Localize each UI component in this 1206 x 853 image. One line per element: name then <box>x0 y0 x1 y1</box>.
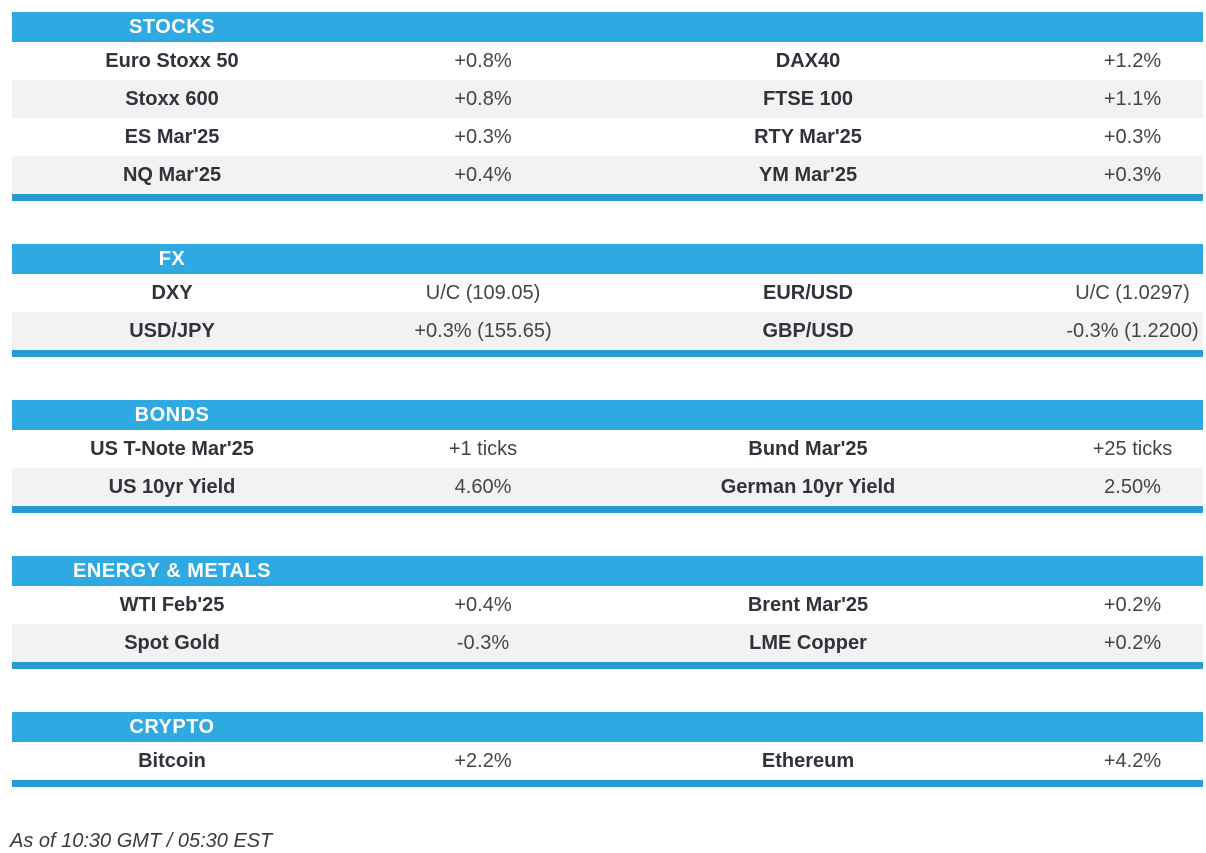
section-header-bar: ENERGY & METALS <box>12 556 1203 586</box>
instrument-change: +2.2% <box>454 749 512 772</box>
timestamp-note: As of 10:30 GMT / 05:30 EST <box>10 830 273 852</box>
section-rows: Euro Stoxx 50 +0.8% DAX40 +1.2% Stoxx 60… <box>12 42 1203 194</box>
section-title: CRYPTO <box>129 715 215 738</box>
instrument-change: +0.3% <box>1103 125 1162 148</box>
instrument-change: +1 ticks <box>448 437 518 460</box>
instrument-name: Brent Mar'25 <box>747 593 869 616</box>
section-divider <box>12 350 1203 357</box>
instrument-name: German 10yr Yield <box>720 475 896 498</box>
instrument-name: Ethereum <box>761 749 855 772</box>
section-title: BONDS <box>134 403 210 426</box>
instrument-name: Euro Stoxx 50 <box>105 49 239 72</box>
instrument-name: ES Mar'25 <box>124 125 220 148</box>
instrument-change: +0.3% (155.65) <box>414 319 552 342</box>
sections-container: STOCKS Euro Stoxx 50 +0.8% DAX40 +1.2% S… <box>12 12 1203 787</box>
section-rows: WTI Feb'25 +0.4% Brent Mar'25 +0.2% Spot… <box>12 586 1203 662</box>
table-row: Stoxx 600 +0.8% FTSE 100 +1.1% <box>12 80 1203 118</box>
instrument-change: +0.2% <box>1103 631 1162 654</box>
section-header-bar: BONDS <box>12 400 1203 430</box>
market-section: STOCKS Euro Stoxx 50 +0.8% DAX40 +1.2% S… <box>12 12 1203 201</box>
section-rows: US T-Note Mar'25 +1 ticks Bund Mar'25 +2… <box>12 430 1203 506</box>
instrument-change: -0.3% (1.2200) <box>1066 319 1199 342</box>
table-row: Spot Gold -0.3% LME Copper +0.2% <box>12 624 1203 662</box>
instrument-change: +0.8% <box>454 49 512 72</box>
instrument-name: Stoxx 600 <box>125 87 219 110</box>
instrument-change: +1.1% <box>1103 87 1162 110</box>
table-row: ES Mar'25 +0.3% RTY Mar'25 +0.3% <box>12 118 1203 156</box>
market-wrap-table: STOCKS Euro Stoxx 50 +0.8% DAX40 +1.2% S… <box>10 12 1203 853</box>
market-section: CRYPTO Bitcoin +2.2% Ethereum +4.2% <box>12 712 1203 787</box>
instrument-name: USD/JPY <box>129 319 215 342</box>
section-header-bar: FX <box>12 244 1203 274</box>
table-row: US 10yr Yield 4.60% German 10yr Yield 2.… <box>12 468 1203 506</box>
section-header-bar: CRYPTO <box>12 712 1203 742</box>
section-divider <box>12 194 1203 201</box>
section-divider <box>12 506 1203 513</box>
table-row: WTI Feb'25 +0.4% Brent Mar'25 +0.2% <box>12 586 1203 624</box>
section-rows: Bitcoin +2.2% Ethereum +4.2% <box>12 742 1203 780</box>
instrument-name: WTI Feb'25 <box>119 593 225 616</box>
instrument-change: U/C (1.0297) <box>1075 281 1190 304</box>
instrument-name: GBP/USD <box>762 319 854 342</box>
instrument-change: -0.3% <box>456 631 510 654</box>
instrument-change: +0.2% <box>1103 593 1162 616</box>
table-row: USD/JPY +0.3% (155.65) GBP/USD -0.3% (1.… <box>12 312 1203 350</box>
section-rows: DXY U/C (109.05) EUR/USD U/C (1.0297) US… <box>12 274 1203 350</box>
table-row: US T-Note Mar'25 +1 ticks Bund Mar'25 +2… <box>12 430 1203 468</box>
instrument-change: +0.3% <box>1103 163 1162 186</box>
instrument-change: U/C (109.05) <box>425 281 541 304</box>
instrument-name: Bund Mar'25 <box>748 437 868 460</box>
instrument-name: FTSE 100 <box>762 87 854 110</box>
instrument-name: LME Copper <box>749 631 867 654</box>
instrument-name: YM Mar'25 <box>758 163 858 186</box>
instrument-name: US T-Note Mar'25 <box>90 437 254 460</box>
instrument-change: +4.2% <box>1103 749 1162 772</box>
section-title: STOCKS <box>129 15 215 38</box>
instrument-name: Spot Gold <box>124 631 220 654</box>
section-title: FX <box>158 247 186 270</box>
instrument-change: +0.3% <box>454 125 512 148</box>
section-divider <box>12 662 1203 669</box>
instrument-name: NQ Mar'25 <box>122 163 222 186</box>
market-section: BONDS US T-Note Mar'25 +1 ticks Bund Mar… <box>12 400 1203 513</box>
instrument-change: 2.50% <box>1104 475 1161 498</box>
table-row: NQ Mar'25 +0.4% YM Mar'25 +0.3% <box>12 156 1203 194</box>
section-divider <box>12 780 1203 787</box>
table-row: DXY U/C (109.05) EUR/USD U/C (1.0297) <box>12 274 1203 312</box>
section-title: ENERGY & METALS <box>73 559 271 582</box>
market-section: ENERGY & METALS WTI Feb'25 +0.4% Brent M… <box>12 556 1203 669</box>
instrument-change: +1.2% <box>1103 49 1162 72</box>
table-row: Euro Stoxx 50 +0.8% DAX40 +1.2% <box>12 42 1203 80</box>
instrument-name: EUR/USD <box>762 281 853 304</box>
instrument-name: DAX40 <box>775 49 841 72</box>
table-row: Bitcoin +2.2% Ethereum +4.2% <box>12 742 1203 780</box>
instrument-change: 4.60% <box>454 475 512 498</box>
section-header-bar: STOCKS <box>12 12 1203 42</box>
market-section: FX DXY U/C (109.05) EUR/USD U/C (1.0297)… <box>12 244 1203 357</box>
instrument-name: DXY <box>151 281 193 304</box>
instrument-name: US 10yr Yield <box>108 475 236 498</box>
instrument-change: +0.4% <box>454 593 512 616</box>
instrument-name: RTY Mar'25 <box>754 125 862 148</box>
instrument-name: Bitcoin <box>138 749 206 772</box>
instrument-change: +0.8% <box>454 87 512 110</box>
instrument-change: +0.4% <box>454 163 512 186</box>
instrument-change: +25 ticks <box>1092 437 1173 460</box>
